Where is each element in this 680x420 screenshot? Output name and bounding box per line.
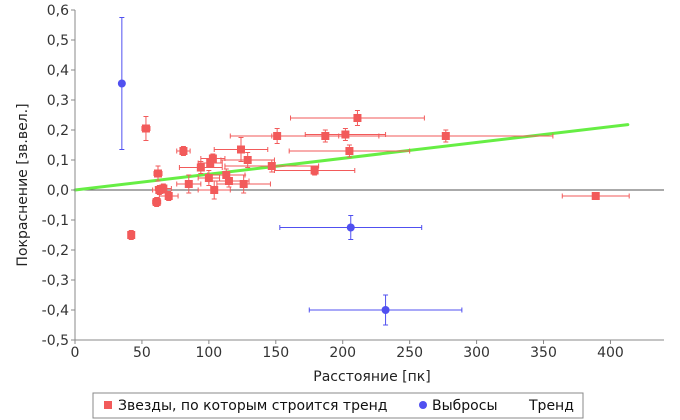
star-point xyxy=(153,165,163,182)
star-marker xyxy=(310,166,319,175)
star-marker xyxy=(141,124,150,133)
y-tick-label: 0,3 xyxy=(47,93,69,109)
star-marker xyxy=(184,180,193,188)
star-point xyxy=(141,116,151,141)
star-point xyxy=(216,174,271,194)
star-marker xyxy=(196,163,205,172)
outlier-point xyxy=(279,215,423,240)
x-tick-label: 400 xyxy=(597,345,624,361)
x-tick-label: 350 xyxy=(530,345,557,361)
star-marker xyxy=(153,169,162,178)
outlier-marker xyxy=(117,79,126,88)
legend-marker-outliers xyxy=(419,401,427,409)
star-point xyxy=(273,165,356,176)
star-marker xyxy=(341,130,350,139)
outlier-marker xyxy=(381,306,390,314)
star-point xyxy=(288,144,411,158)
y-tick-label: 0,2 xyxy=(47,123,69,139)
star-point xyxy=(220,152,275,168)
star-point xyxy=(304,128,387,141)
star-marker xyxy=(127,231,136,239)
x-tick-label: 0 xyxy=(71,345,80,361)
star-point xyxy=(178,161,223,174)
y-tick-label: 0,1 xyxy=(47,153,69,169)
outlier-point xyxy=(308,294,463,326)
star-marker xyxy=(159,184,168,193)
x-axis-label: Расстояние [пк] xyxy=(313,369,430,385)
x-tick-label: 150 xyxy=(262,345,289,361)
star-point xyxy=(176,174,202,194)
star-marker xyxy=(591,192,600,200)
star-marker xyxy=(345,147,354,155)
y-tick-label: 0,0 xyxy=(47,183,69,199)
y-tick-label: -0,1 xyxy=(42,213,69,229)
star-point xyxy=(127,230,136,240)
star-marker xyxy=(152,198,161,206)
star-marker xyxy=(164,192,173,200)
legend-label-outliers: Выбросы xyxy=(432,398,498,414)
y-tick-label: -0,3 xyxy=(42,273,69,289)
star-marker xyxy=(179,147,188,155)
outlier-point xyxy=(117,17,126,150)
legend-label-stars: Звезды, по которым строится тренд xyxy=(118,398,387,414)
star-marker xyxy=(208,154,217,163)
star-marker xyxy=(224,177,233,185)
star-marker xyxy=(204,174,213,182)
y-tick-label: 0,6 xyxy=(47,3,69,19)
plot-area xyxy=(73,17,664,326)
star-point xyxy=(290,110,425,126)
star-marker xyxy=(321,132,330,140)
star-point xyxy=(154,183,172,194)
y-tick-label: -0,2 xyxy=(42,243,69,259)
x-tick-label: 100 xyxy=(195,345,222,361)
star-point xyxy=(338,129,554,143)
star-marker xyxy=(239,180,248,188)
y-tick-label: 0,4 xyxy=(47,63,69,79)
star-marker xyxy=(155,186,164,194)
star-point xyxy=(158,191,179,201)
star-point xyxy=(213,137,269,162)
star-marker xyxy=(222,171,231,179)
y-tick-label: -0,5 xyxy=(42,333,69,349)
x-tick-label: 50 xyxy=(133,345,151,361)
star-marker xyxy=(206,159,215,167)
star-point xyxy=(561,192,630,200)
legend-label-trend: Тренд xyxy=(528,398,574,414)
y-tick-label: 0,5 xyxy=(47,33,69,49)
star-marker xyxy=(210,186,219,194)
star-marker xyxy=(236,145,245,154)
axes: 0 50 100 150 200 250 300 350 400 -0,5 -0,4 -0,3 -0,2… xyxy=(42,3,664,361)
star-marker xyxy=(441,132,450,140)
x-tick-label: 300 xyxy=(463,345,490,361)
outlier-marker xyxy=(346,223,355,232)
y-axis-label: Покраснение [зв.вел.] xyxy=(15,103,31,266)
x-tick-label: 200 xyxy=(329,345,356,361)
x-tick-label: 250 xyxy=(396,345,423,361)
star-marker xyxy=(353,114,362,122)
star-marker xyxy=(267,162,276,170)
legend-box xyxy=(92,392,584,419)
star-point xyxy=(176,146,191,156)
legend: Звезды, по которым строится тренд Выброс… xyxy=(92,392,584,419)
star-marker xyxy=(243,156,252,164)
star-point xyxy=(224,159,320,173)
star-point xyxy=(152,197,162,207)
legend-marker-stars xyxy=(104,401,112,409)
y-tick-label: -0,4 xyxy=(42,303,69,319)
star-point xyxy=(197,170,221,186)
